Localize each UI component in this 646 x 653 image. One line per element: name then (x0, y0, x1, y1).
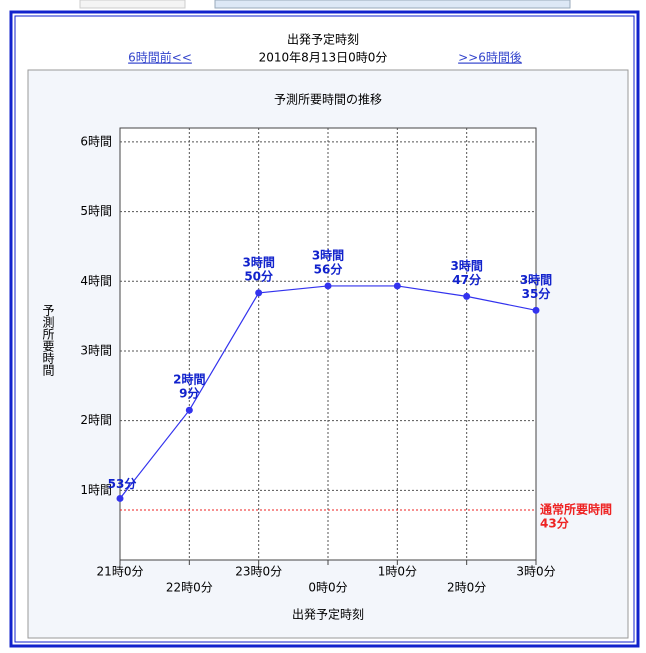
data-point (393, 282, 401, 290)
data-label: 53分 (108, 476, 137, 491)
data-label: 3時間 (520, 272, 552, 287)
x-tick-label: 0時0分 (308, 581, 347, 595)
x-tick-label: 21時0分 (97, 565, 144, 579)
x-axis-label: 出発予定時刻 (292, 607, 364, 622)
frame-inner (14, 15, 635, 643)
prev-link[interactable]: 6時間前<< (128, 50, 192, 65)
y-tick-label: 3時間 (80, 343, 112, 357)
data-label: 9分 (179, 386, 199, 401)
y-axis-label: 予測所要時間 (41, 304, 55, 376)
data-point (463, 292, 471, 300)
x-tick-label: 22時0分 (166, 581, 213, 595)
header-date: 2010年8月13日0時0分 (259, 51, 388, 65)
top-bar (214, 0, 571, 9)
data-label: 50分 (244, 268, 273, 283)
data-label: 2時間 (173, 372, 205, 387)
x-tick-label: 2時0分 (447, 581, 486, 595)
data-label: 35分 (522, 286, 551, 301)
data-point (324, 282, 332, 290)
reference-label: 通常所要時間 (540, 502, 612, 517)
data-label: 56分 (314, 261, 343, 276)
reference-label: 43分 (540, 516, 569, 531)
y-tick-label: 6時間 (80, 134, 112, 148)
data-label: 3時間 (312, 247, 344, 262)
y-tick-label: 1時間 (80, 483, 112, 497)
data-point (116, 494, 124, 502)
chart-title: 予測所要時間の推移 (274, 93, 382, 107)
data-point (185, 406, 193, 414)
y-tick-label: 2時間 (80, 413, 112, 427)
x-tick-label: 1時0分 (378, 565, 417, 579)
y-tick-label: 5時間 (80, 204, 112, 218)
next-link[interactable]: >>6時間後 (458, 51, 522, 65)
x-tick-label: 23時0分 (235, 565, 282, 579)
top-widget (79, 0, 186, 9)
header-title: 出発予定時刻 (287, 32, 359, 47)
x-tick-label: 3時0分 (516, 565, 555, 579)
data-label: 3時間 (242, 254, 274, 269)
data-point (255, 289, 263, 297)
data-label: 47分 (452, 272, 481, 287)
data-label: 3時間 (450, 258, 482, 273)
data-point (532, 306, 540, 314)
y-tick-label: 4時間 (80, 274, 112, 288)
